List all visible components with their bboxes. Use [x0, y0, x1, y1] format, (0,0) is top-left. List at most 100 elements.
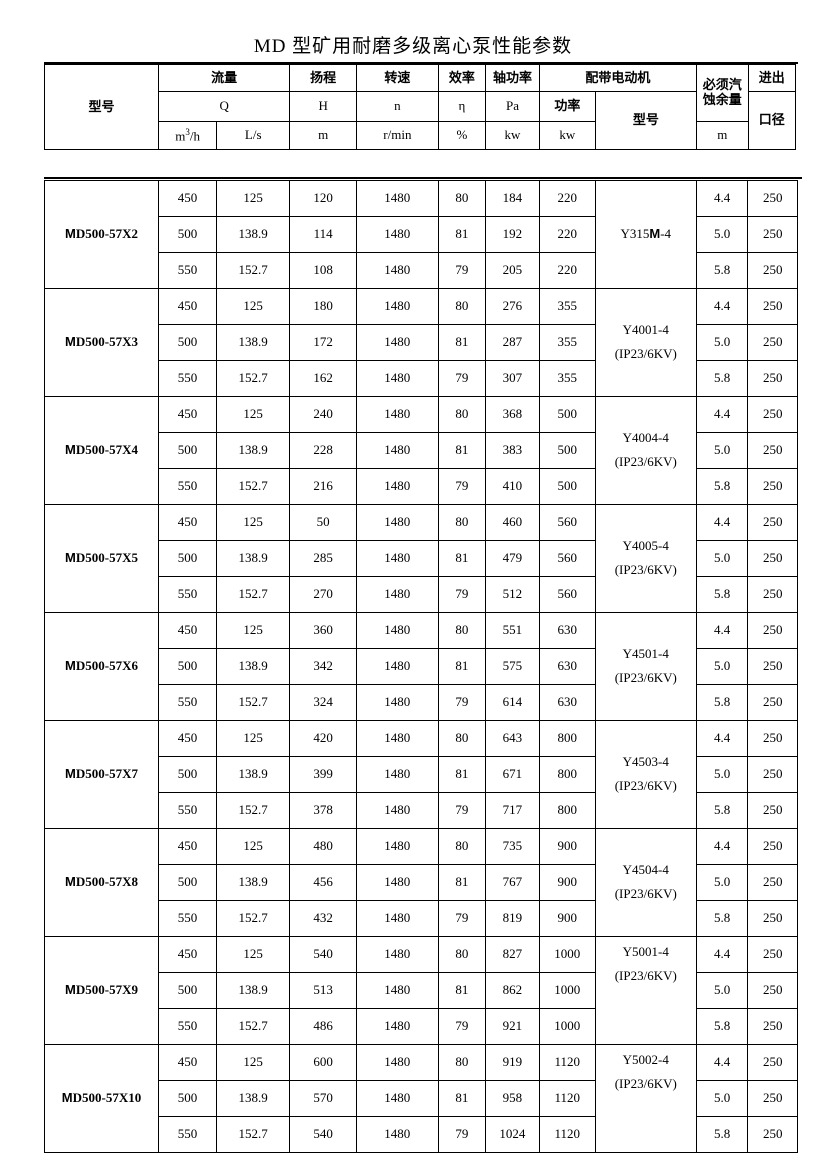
cell-port-diameter: 250: [747, 756, 798, 793]
cell-eta: 79: [437, 792, 487, 829]
cell-q_ls: 138.9: [216, 972, 291, 1009]
cell-pa: 919: [485, 1044, 540, 1081]
header-npsh-line2: 蚀余量: [702, 92, 742, 107]
cell-n: 1480: [355, 324, 439, 361]
cell-npsh: 5.8: [695, 1116, 749, 1153]
table-row: 500 138.9 228 1480 81 383 500 5.0 250: [45, 432, 798, 469]
cell-npsh: 4.4: [695, 936, 749, 973]
motor-protection-rating: (IP23/6KV): [614, 562, 677, 577]
cell-n: 1480: [355, 1116, 439, 1153]
cell-pa: 184: [485, 180, 540, 217]
motor-model-cell: Y4501-4 (IP23/6KV): [594, 612, 697, 721]
cell-pa: 287: [485, 324, 540, 361]
cell-npsh: 5.0: [695, 324, 749, 361]
cell-pa: 410: [485, 468, 540, 505]
cell-port-diameter: 250: [747, 1008, 798, 1045]
cell-n: 1480: [355, 432, 439, 469]
table-row: MD500-57X6 450 125 360 1480 80 551 630 Y4501-4 (I…: [43, 612, 798, 721]
table-row: 500 138.9 570 1480 81 958 1120 5.0 250: [45, 1080, 798, 1117]
table-row: 550 152.7 540 1480 79 1024 1120 5.8 250: [45, 1116, 798, 1153]
cell-n: 1480: [355, 180, 439, 217]
cell-eta: 79: [437, 360, 487, 397]
cell-pa: 819: [485, 900, 540, 937]
table-row: MD500-57X5 450 125 50 1480 80 460 560 Y4005-4 (IP…: [43, 504, 798, 613]
cell-h: 216: [289, 468, 357, 505]
cell-q_m3h: 500: [158, 540, 218, 577]
cell-npsh: 5.0: [695, 972, 749, 1009]
cell-n: 1480: [355, 684, 439, 721]
cell-port-diameter: 250: [747, 828, 798, 865]
cell-q_ls: 152.7: [216, 468, 291, 505]
table-row: 550 152.7 432 1480 79 819 900 5.8 250: [45, 900, 798, 937]
header-symbol-head: H: [289, 91, 357, 122]
cell-npsh: 4.4: [695, 720, 749, 757]
cell-pa: 276: [485, 288, 540, 325]
cell-npsh: 5.8: [695, 360, 749, 397]
cell-eta: 81: [437, 648, 487, 685]
cell-n: 1480: [355, 288, 439, 325]
pump-model-cell: MD500-57X2: [43, 180, 160, 289]
header-model: 型号: [43, 64, 160, 150]
motor-model-name: Y5002-4: [622, 1052, 669, 1067]
cell-eta: 80: [437, 396, 487, 433]
cell-port-diameter: 250: [747, 900, 798, 937]
cell-kw: 500: [538, 396, 596, 433]
cell-pa: 614: [485, 684, 540, 721]
cell-eta: 81: [437, 756, 487, 793]
table-row: MD500-57X2 450 125 120 1480 80 184 220 Y315M-4 4.…: [43, 180, 798, 289]
header-symbol-speed: n: [356, 91, 439, 122]
cell-h: 50: [289, 504, 357, 541]
cell-eta: 81: [437, 216, 487, 253]
cell-q_ls: 152.7: [216, 360, 291, 397]
cell-kw: 355: [538, 360, 596, 397]
cell-kw: 220: [538, 216, 596, 253]
cell-h: 480: [289, 828, 357, 865]
cell-h: 540: [289, 1116, 357, 1153]
header-symbol-efficiency: η: [437, 91, 487, 122]
cell-h: 270: [289, 576, 357, 613]
cell-port-diameter: 250: [747, 216, 798, 253]
motor-model-name: Y4005-4: [622, 538, 669, 554]
cell-h: 570: [289, 1080, 357, 1117]
table-row: 500 138.9 456 1480 81 767 900 5.0 250: [45, 864, 798, 901]
cell-q_m3h: 550: [158, 792, 218, 829]
cell-n: 1480: [355, 252, 439, 289]
cell-n: 1480: [355, 1044, 439, 1081]
cell-q_ls: 138.9: [216, 648, 291, 685]
cell-pa: 368: [485, 396, 540, 433]
table-row: 550 152.7 324 1480 79 614 630 5.8 250: [45, 684, 798, 721]
cell-q_ls: 152.7: [216, 1116, 291, 1153]
motor-model-cell: Y4503-4 (IP23/6KV): [594, 720, 697, 829]
cell-q_ls: 138.9: [216, 1080, 291, 1117]
cell-npsh: 5.8: [695, 900, 749, 937]
cell-pa: 479: [485, 540, 540, 577]
cell-eta: 79: [437, 576, 487, 613]
cell-port-diameter: 250: [747, 1080, 798, 1117]
cell-npsh: 5.0: [695, 216, 749, 253]
cell-eta: 80: [437, 828, 487, 865]
body-top-rule: [44, 177, 802, 179]
motor-model-name: Y4504-4: [622, 862, 669, 878]
pump-model-prefix: M: [61, 1090, 73, 1106]
cell-n: 1480: [355, 648, 439, 685]
motor-model-name: Y4001-4: [622, 322, 669, 338]
header-unit-efficiency: %: [437, 121, 487, 150]
cell-h: 180: [289, 288, 357, 325]
table-row: MD500-57X3 450 125 180 1480 80 276 355 Y4001-4 (I…: [43, 288, 798, 397]
motor-model-cell: Y315M-4: [594, 180, 697, 289]
motor-protection-rating: (IP23/6KV): [614, 1075, 677, 1091]
table-row: 550 152.7 108 1480 79 205 220 5.8 250: [45, 252, 798, 289]
pump-model-cell: MD500-57X9: [43, 936, 160, 1045]
cell-h: 120: [289, 180, 357, 217]
cell-port-diameter: 250: [747, 864, 798, 901]
cell-q_ls: 125: [216, 396, 291, 433]
cell-q_ls: 138.9: [216, 756, 291, 793]
cell-pa: 460: [485, 504, 540, 541]
motor-model-cell: Y4005-4 (IP23/6KV): [594, 504, 697, 613]
cell-kw: 355: [538, 324, 596, 361]
cell-q_ls: 138.9: [216, 216, 291, 253]
cell-kw: 630: [538, 648, 596, 685]
cell-h: 114: [289, 216, 357, 253]
cell-h: 600: [289, 1044, 357, 1081]
